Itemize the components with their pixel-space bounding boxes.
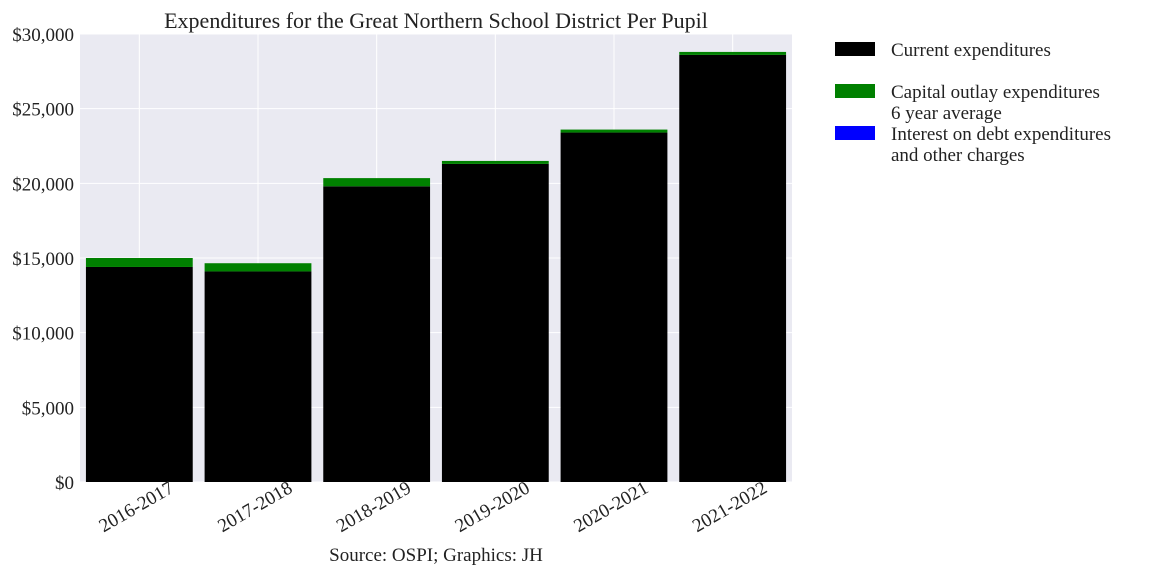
legend-label: Current expenditures [891, 40, 1051, 61]
y-axis: $0 $5,000 $10,000 $15,000 $20,000 $25,000 $30,… [12, 25, 74, 494]
x-tick-label: 2019-2020 [452, 478, 534, 537]
y-tick-label: $5,000 [22, 398, 74, 419]
x-tick-label: 2016-2017 [96, 478, 178, 537]
bar-segment [679, 51, 787, 55]
y-tick-label: $10,000 [12, 324, 74, 345]
x-tick-label: 2020-2021 [570, 478, 652, 537]
chart-title: Expenditures for the Great Northern Scho… [164, 8, 708, 33]
legend: Current expenditures Capital outlay expen… [835, 40, 1111, 166]
bar-segment [441, 160, 549, 164]
bar-segment [679, 54, 787, 482]
y-tick-label: $30,000 [12, 25, 74, 46]
legend-label: Interest on debt expenditures and other c… [891, 124, 1111, 166]
x-tick-label: 2017-2018 [214, 478, 296, 537]
y-tick-label: $20,000 [12, 174, 74, 195]
y-tick-label: $25,000 [12, 100, 74, 121]
bar-segment [323, 178, 431, 187]
legend-label: Capital outlay expenditures 6 year averag… [891, 82, 1100, 124]
x-axis-label: Source: OSPI; Graphics: JH [329, 545, 543, 566]
bar-segment [204, 271, 312, 482]
y-tick-label: $15,000 [12, 249, 74, 270]
bars [85, 51, 787, 483]
bar-segment [323, 186, 431, 482]
bar-segment [560, 129, 668, 133]
legend-swatch [835, 126, 875, 140]
x-tick-label: 2021-2022 [689, 478, 771, 537]
bar-segment [560, 132, 668, 482]
x-axis: 2016-2017 2017-2018 2018-2019 2019-2020 2020… [96, 478, 771, 537]
bar-segment [85, 258, 193, 267]
x-tick-label: 2018-2019 [333, 478, 415, 537]
y-tick-label: $0 [55, 473, 74, 494]
legend-swatch [835, 42, 875, 56]
legend-swatch [835, 84, 875, 98]
bar-segment [85, 266, 193, 482]
bar-segment [204, 263, 312, 272]
bar-segment [441, 163, 549, 483]
